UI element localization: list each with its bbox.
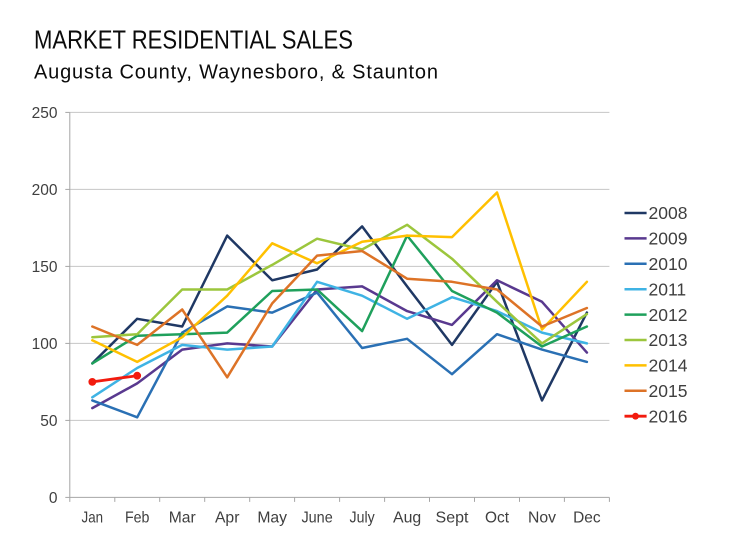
svg-text:50: 50: [40, 413, 58, 430]
svg-text:100: 100: [32, 336, 58, 353]
svg-text:MARKET RESIDENTIAL SALES: MARKET RESIDENTIAL SALES: [34, 27, 353, 55]
svg-text:150: 150: [32, 259, 58, 276]
svg-text:Dec: Dec: [573, 510, 601, 527]
svg-text:2014: 2014: [649, 356, 688, 376]
svg-text:Apr: Apr: [215, 510, 240, 527]
svg-text:2013: 2013: [649, 330, 688, 350]
svg-text:2016: 2016: [649, 406, 688, 426]
svg-text:0: 0: [49, 490, 58, 507]
svg-text:Nov: Nov: [528, 510, 556, 527]
svg-text:200: 200: [32, 182, 58, 199]
svg-text:2011: 2011: [649, 279, 687, 299]
svg-text:Mar: Mar: [169, 510, 197, 527]
svg-text:Aug: Aug: [393, 510, 421, 527]
svg-text:2012: 2012: [649, 305, 688, 325]
svg-text:May: May: [257, 510, 287, 527]
svg-text:2015: 2015: [649, 381, 688, 401]
svg-text:Sept: Sept: [436, 510, 469, 527]
svg-text:Augusta County, Waynesboro, &: Augusta County, Waynesboro, & Staunton: [34, 62, 438, 84]
svg-text:July: July: [350, 510, 375, 527]
svg-text:Jan: Jan: [82, 510, 104, 527]
svg-text:Feb: Feb: [125, 510, 150, 527]
svg-text:June: June: [301, 510, 332, 527]
svg-text:250: 250: [32, 105, 58, 122]
svg-text:Oct: Oct: [485, 510, 510, 527]
svg-text:2009: 2009: [649, 229, 688, 249]
svg-text:2010: 2010: [649, 254, 688, 274]
svg-text:2008: 2008: [649, 203, 688, 223]
